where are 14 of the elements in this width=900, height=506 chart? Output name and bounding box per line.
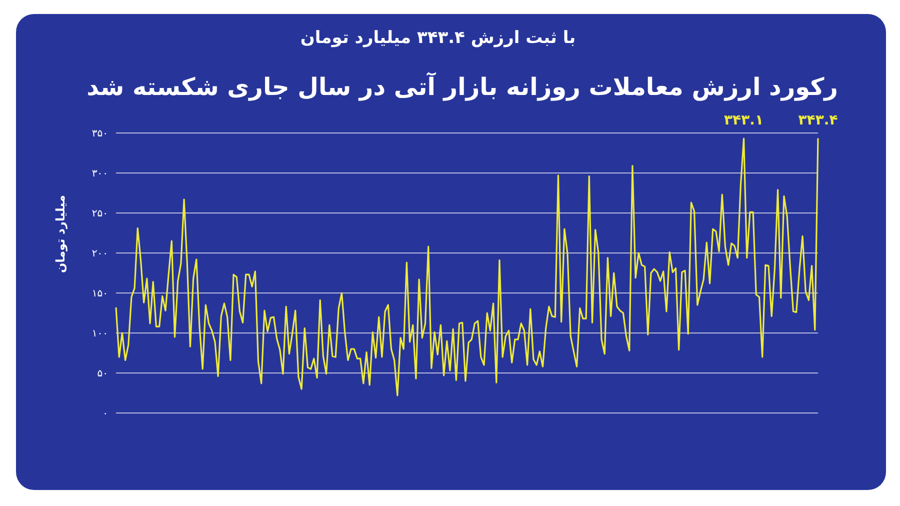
y-tick-label: ۱۰۰ bbox=[92, 328, 108, 340]
y-tick-label: ۳۵۰ bbox=[92, 128, 108, 140]
annotation: ۳۴۳.۱ bbox=[724, 112, 764, 129]
y-tick-label: ۲۵۰ bbox=[92, 208, 108, 220]
y-tick-label: ۳۰۰ bbox=[92, 168, 108, 180]
chart-title: رکورد ارزش معاملات روزانه بازار آتی در سال جاری شکسته شد bbox=[86, 73, 838, 101]
y-tick-label: ۵۰ bbox=[97, 368, 108, 380]
y-tick-label: ۱۵۰ bbox=[92, 288, 108, 300]
y-tick-label: ۰ bbox=[102, 408, 108, 420]
annotation: ۳۴۳.۴ bbox=[798, 112, 838, 128]
line-series bbox=[115, 137, 819, 396]
chart-subtitle: با ثبت ارزش ۳۴۳.۴ میلیارد تومان bbox=[299, 28, 577, 48]
y-tick-label: ۲۰۰ bbox=[92, 248, 108, 260]
y-axis-title: میلیارد تومان bbox=[53, 194, 68, 273]
